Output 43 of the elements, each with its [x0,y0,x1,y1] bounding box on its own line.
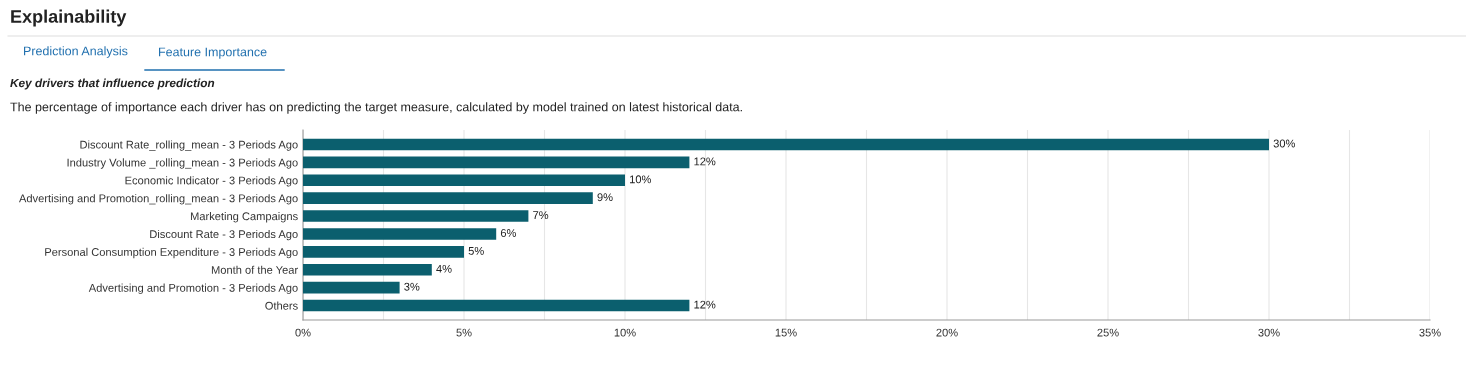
y-tick-label: Personal Consumption Expenditure - 3 Periods Ago [45,247,298,259]
text: Prediction Analysis [24,46,128,58]
text: The percentage of importance each driver has on predicting the target measure, calculated by model trained on latest historical data. [10,102,742,114]
x-tick-label: 25% [1097,328,1119,337]
y-tick-label: Advertising and Promotion_rolling_mean - 3 Periods Ago [19,194,298,205]
bar [303,299,690,312]
text: Key drivers that influence prediction [10,78,215,90]
text: Feature Importance [159,47,267,59]
y-tick-label: Month of the Year [211,265,298,274]
bar [303,192,593,204]
y-tick-label: Industry Volume _rolling_mean - 3 Periods Ago [67,158,298,169]
bar [303,281,400,294]
y-tick-label: Marketing Campaigns [190,212,298,223]
data-label: 3% [404,282,420,291]
data-label: 5% [468,247,484,255]
bar [303,228,497,240]
data-label: 10% [630,175,652,184]
y-tick-label: Discount Rate_rolling_mean - 3 Periods Ago [80,140,298,151]
x-tick-label: 30% [1258,328,1280,337]
data-label: 12% [694,300,716,309]
y-tick-label: Others [265,301,298,310]
y-tick-label: Advertising and Promotion - 3 Periods Ago [88,283,298,294]
x-tick-label: 5% [456,328,472,337]
data-label: 4% [436,264,452,273]
x-tick-label: 15% [775,328,797,337]
bar [303,246,464,258]
x-tick-label: 20% [936,328,958,337]
x-tick-label: 35% [1419,328,1441,337]
bar [303,263,432,276]
bar [303,156,690,169]
y-tick-label: Economic Indicator - 3 Periods Ago [125,176,298,187]
data-label: 9% [597,193,613,202]
x-tick-label: 10% [614,328,636,337]
data-label: 30% [1273,139,1296,148]
bar [303,210,529,222]
x-tick-label: 0% [295,328,311,337]
bar [303,174,625,187]
data-label: 12% [694,157,716,166]
bar [303,138,1269,151]
data-label: 7% [533,211,549,219]
data-label: 6% [500,229,517,237]
y-tick-label: Discount Rate - 3 Periods Ago [150,229,298,241]
text: Explainability [11,9,127,27]
